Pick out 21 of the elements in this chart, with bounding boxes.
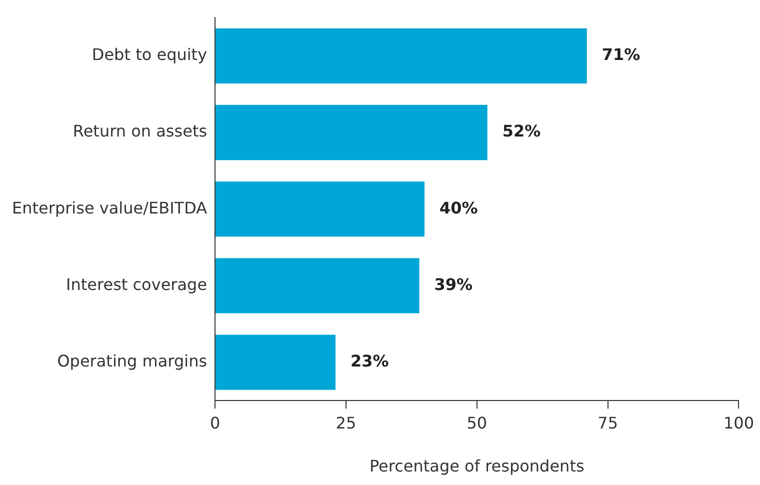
y-tick-label: Operating margins: [57, 351, 208, 370]
bar: [216, 182, 425, 237]
bar: [216, 104, 488, 160]
data-label: 40%: [440, 198, 478, 218]
x-tick-label: 100: [723, 413, 754, 432]
bar: [216, 28, 587, 84]
y-tick-label: Enterprise value/EBITDA: [12, 198, 208, 218]
y-tick-label: Return on assets: [72, 122, 208, 141]
y-tick-label: Debt to equity: [92, 45, 208, 64]
data-label: 39%: [434, 274, 473, 294]
x-tick-label: 75: [598, 413, 618, 432]
x-tick-label: 25: [336, 413, 356, 432]
x-axis-title: Percentage of respondents: [369, 456, 584, 476]
bar: [216, 334, 336, 390]
bar: [216, 258, 420, 314]
y-tick-label: Interest coverage: [66, 274, 208, 294]
x-tick-label: 50: [466, 413, 488, 432]
x-tick-label: 0: [210, 413, 220, 432]
data-label: 52%: [502, 122, 541, 141]
data-label: 23%: [350, 351, 389, 370]
data-label: 71%: [602, 45, 640, 64]
